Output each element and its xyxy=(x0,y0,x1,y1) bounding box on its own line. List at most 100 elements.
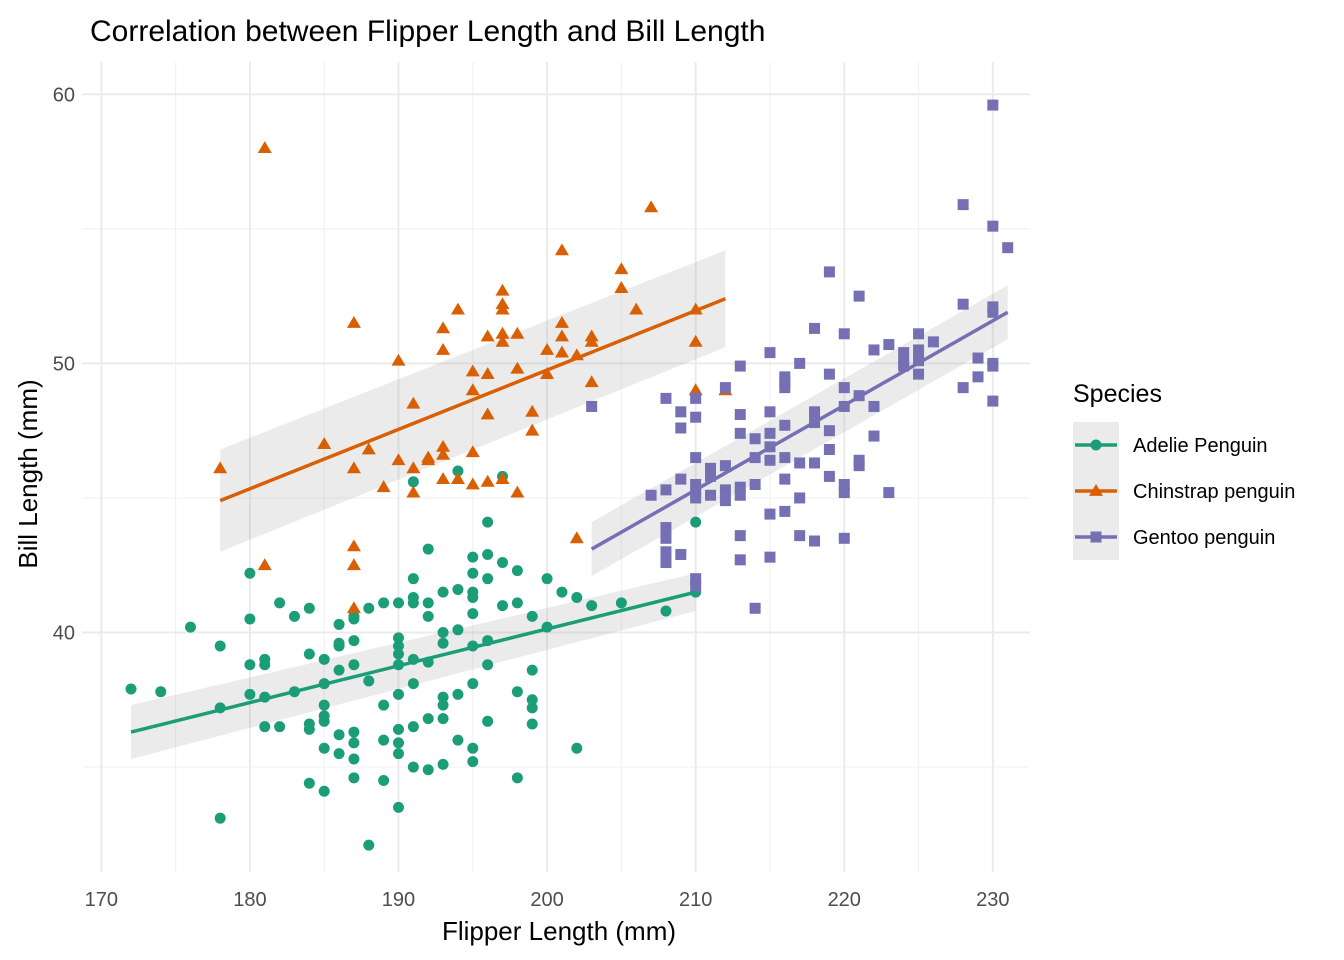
data-point xyxy=(467,742,479,754)
data-point xyxy=(629,302,644,315)
data-point xyxy=(333,748,345,760)
data-point xyxy=(809,322,821,334)
regression-line xyxy=(590,310,1009,551)
data-point xyxy=(495,472,510,485)
data-point xyxy=(749,602,761,614)
data-point xyxy=(363,839,375,851)
data-point xyxy=(510,361,525,374)
data-point xyxy=(422,597,434,609)
data-point xyxy=(690,411,702,423)
data-point xyxy=(987,360,999,372)
data-point xyxy=(480,367,495,380)
data-point xyxy=(883,339,895,351)
data-point xyxy=(184,621,196,633)
data-point xyxy=(244,688,256,700)
data-point xyxy=(407,592,419,604)
data-point xyxy=(376,480,391,493)
data-point xyxy=(809,457,821,469)
data-point xyxy=(734,481,746,493)
data-point xyxy=(734,427,746,439)
confidence-bands xyxy=(131,250,1008,759)
data-point xyxy=(823,444,835,456)
data-point xyxy=(348,726,360,738)
data-point xyxy=(809,535,821,547)
data-point xyxy=(764,508,776,520)
data-point xyxy=(392,801,404,813)
data-point xyxy=(525,423,540,436)
legend-key-marker xyxy=(1090,531,1102,543)
data-point xyxy=(823,425,835,437)
data-point xyxy=(480,407,495,420)
data-point xyxy=(584,329,599,342)
data-point xyxy=(333,637,345,649)
x-tick-label: 190 xyxy=(382,889,415,911)
data-point xyxy=(274,597,286,609)
data-point xyxy=(957,298,969,310)
data-point xyxy=(823,266,835,278)
data-point xyxy=(764,347,776,359)
data-point xyxy=(406,485,421,498)
data-point xyxy=(853,290,865,302)
data-point xyxy=(719,495,731,507)
data-point xyxy=(422,713,434,725)
data-point xyxy=(467,678,479,690)
data-point xyxy=(675,473,687,485)
data-point xyxy=(526,718,538,730)
data-point xyxy=(482,659,494,671)
data-point xyxy=(437,637,449,649)
data-point xyxy=(346,539,361,552)
data-point xyxy=(392,632,404,644)
data-point xyxy=(660,532,672,544)
data-point xyxy=(318,785,330,797)
data-point xyxy=(749,433,761,445)
data-point xyxy=(467,756,479,768)
data-point xyxy=(705,470,717,482)
data-point xyxy=(213,461,228,474)
data-point xyxy=(987,306,999,318)
data-point xyxy=(348,753,360,765)
data-point xyxy=(734,360,746,372)
data-point xyxy=(437,691,449,703)
data-point xyxy=(957,382,969,394)
data-point xyxy=(288,610,300,622)
data-point xyxy=(556,586,568,598)
data-point xyxy=(660,605,672,617)
data-point xyxy=(764,551,776,563)
data-point xyxy=(554,329,569,342)
data-point xyxy=(437,713,449,725)
data-point xyxy=(734,530,746,542)
data-point xyxy=(495,302,510,315)
data-point xyxy=(214,640,226,652)
data-point xyxy=(764,427,776,439)
data-point xyxy=(244,613,256,625)
data-point xyxy=(318,699,330,711)
data-point xyxy=(436,447,451,460)
data-point xyxy=(690,492,702,504)
data-point xyxy=(125,683,137,695)
data-point xyxy=(346,558,361,571)
data-point xyxy=(913,328,925,340)
data-point xyxy=(437,758,449,770)
data-point xyxy=(526,694,538,706)
data-point xyxy=(392,648,404,660)
data-points xyxy=(125,99,1014,851)
data-point xyxy=(764,454,776,466)
data-point xyxy=(525,404,540,417)
data-point xyxy=(436,321,451,334)
data-point xyxy=(719,460,731,472)
data-point xyxy=(883,487,895,499)
x-axis-ticks: 170 180 190 200 210 220 230 xyxy=(85,889,1010,911)
data-point xyxy=(318,653,330,665)
y-axis-title: Bill Length (mm) xyxy=(13,379,43,568)
data-point xyxy=(526,664,538,676)
regression-line xyxy=(219,297,727,503)
data-point xyxy=(644,200,659,213)
data-point xyxy=(838,478,850,490)
data-point xyxy=(690,478,702,490)
data-point xyxy=(465,383,480,396)
data-point xyxy=(838,328,850,340)
data-point xyxy=(407,476,419,488)
data-point xyxy=(660,484,672,496)
data-point xyxy=(348,772,360,784)
data-point xyxy=(333,618,345,630)
